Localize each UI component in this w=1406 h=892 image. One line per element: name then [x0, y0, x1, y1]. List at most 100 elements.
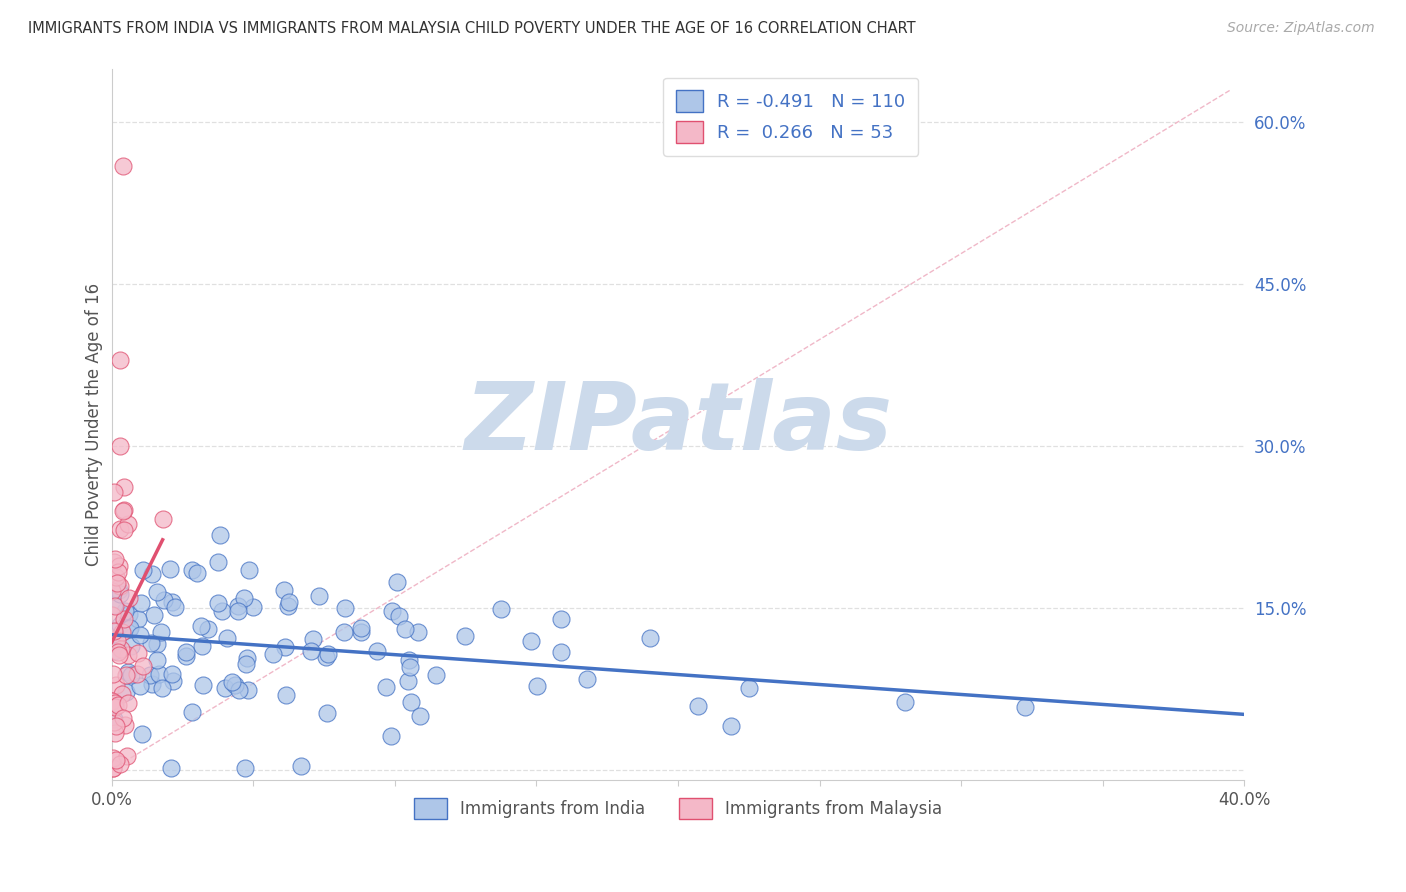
Point — [114, 668, 136, 682]
Point — [332, 624, 354, 639]
Point — [453, 629, 475, 643]
Point — [110, 642, 132, 657]
Point — [112, 711, 135, 725]
Point — [186, 566, 208, 581]
Point — [139, 668, 162, 682]
Point — [191, 677, 214, 691]
Point — [143, 608, 166, 623]
Point — [104, 599, 127, 614]
Point — [103, 696, 125, 710]
Point — [107, 648, 129, 663]
Point — [520, 634, 543, 648]
Text: ZIPatlas: ZIPatlas — [464, 378, 891, 470]
Text: IMMIGRANTS FROM INDIA VS IMMIGRANTS FROM MALAYSIA CHILD POVERTY UNDER THE AGE OF: IMMIGRANTS FROM INDIA VS IMMIGRANTS FROM… — [28, 21, 915, 36]
Point — [165, 599, 187, 614]
Point — [108, 439, 131, 453]
Point — [159, 761, 181, 775]
Point — [274, 688, 297, 702]
Point — [299, 644, 322, 658]
Point — [159, 562, 181, 576]
Point — [111, 503, 134, 517]
Point — [120, 640, 142, 654]
Point — [224, 678, 246, 692]
Point — [160, 595, 183, 609]
Point — [197, 622, 219, 636]
Point — [120, 621, 142, 635]
Point — [120, 668, 142, 682]
Point — [111, 687, 134, 701]
Point — [262, 648, 284, 662]
Point — [150, 681, 173, 695]
Point — [316, 647, 339, 661]
Point — [107, 698, 129, 712]
Point — [242, 599, 264, 614]
Point — [181, 705, 204, 719]
Point — [118, 622, 141, 636]
Point — [638, 631, 661, 645]
Point — [550, 645, 572, 659]
Point — [104, 719, 127, 733]
Point — [101, 667, 124, 681]
Point — [217, 632, 239, 646]
Point — [214, 681, 236, 695]
Point — [162, 673, 184, 688]
Point — [105, 678, 128, 692]
Point — [737, 681, 759, 695]
Point — [238, 563, 260, 577]
Point — [108, 587, 131, 601]
Point — [174, 649, 197, 664]
Point — [104, 725, 127, 739]
Point — [117, 517, 139, 532]
Point — [103, 555, 125, 569]
Point — [101, 694, 124, 708]
Point — [127, 667, 149, 681]
Point — [526, 679, 548, 693]
Point — [316, 706, 339, 720]
Point — [101, 607, 124, 622]
Point — [290, 759, 312, 773]
Point — [117, 665, 139, 679]
Point — [114, 685, 136, 699]
Point — [104, 552, 127, 566]
Point — [333, 601, 356, 615]
Point — [108, 580, 131, 594]
Point — [399, 694, 422, 708]
Point — [117, 591, 139, 605]
Point — [114, 502, 136, 516]
Point — [388, 609, 411, 624]
Point — [274, 640, 297, 654]
Point — [394, 622, 416, 636]
Point — [117, 648, 139, 662]
Point — [117, 607, 139, 622]
Point — [146, 584, 169, 599]
Point — [141, 566, 163, 581]
Point — [112, 612, 135, 626]
Point — [226, 604, 249, 618]
Point — [103, 644, 125, 658]
Point — [112, 523, 135, 537]
Point — [127, 612, 149, 626]
Legend: Immigrants from India, Immigrants from Malaysia: Immigrants from India, Immigrants from M… — [406, 792, 949, 825]
Point — [148, 667, 170, 681]
Point — [150, 625, 173, 640]
Point — [103, 624, 125, 638]
Point — [190, 618, 212, 632]
Point — [107, 566, 129, 580]
Point — [366, 644, 388, 658]
Text: Source: ZipAtlas.com: Source: ZipAtlas.com — [1227, 21, 1375, 35]
Point — [191, 639, 214, 653]
Point — [207, 555, 229, 569]
Point — [720, 719, 742, 733]
Point — [110, 522, 132, 536]
Point — [211, 605, 233, 619]
Point — [132, 563, 155, 577]
Point — [233, 591, 256, 606]
Point — [236, 651, 259, 665]
Point — [103, 712, 125, 726]
Point — [127, 646, 149, 660]
Point — [278, 595, 301, 609]
Point — [115, 749, 138, 764]
Point — [129, 595, 152, 609]
Point — [103, 699, 125, 714]
Point — [131, 727, 153, 741]
